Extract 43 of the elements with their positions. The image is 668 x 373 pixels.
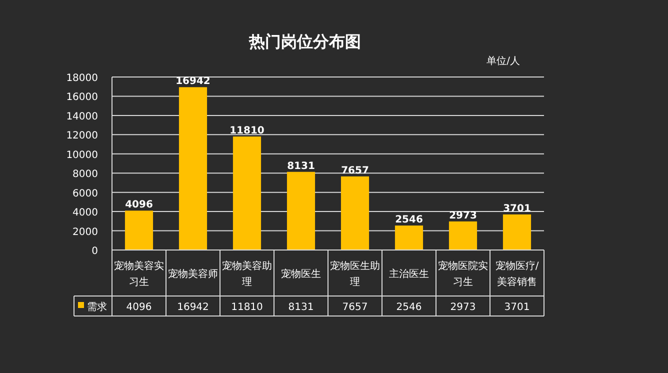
x-tick-label: 宠物医生 (281, 268, 321, 280)
text: 16942 (176, 76, 210, 88)
x-tick-label: 宠物美容师 (168, 268, 218, 280)
x-tick-label: 主治医生 (389, 268, 429, 280)
y-tick-label: 18000 (66, 73, 98, 84)
bar (394, 226, 424, 250)
bar (448, 221, 478, 250)
data-label: 2546 (396, 302, 422, 313)
x-tick-label: 宠物美容实习生 (114, 260, 164, 288)
x-tick-label: 宠物医生助理 (330, 260, 380, 288)
data-label: 16942 (177, 302, 209, 313)
bar (286, 172, 316, 250)
bar (502, 214, 532, 250)
data-label: 7657 (342, 302, 368, 313)
y-tick-label: 4000 (72, 208, 98, 219)
text: 2973 (449, 210, 477, 222)
text: 2546 (395, 214, 423, 226)
y-tick-label: 14000 (66, 111, 98, 122)
text: 单位/人 (486, 55, 520, 67)
data-label: 11810 (231, 302, 263, 313)
data-label: 3701 (504, 302, 530, 313)
y-tick-label: 16000 (66, 92, 98, 104)
text: 4096 (125, 200, 153, 211)
y-tick-label: 2000 (72, 226, 98, 238)
bar (124, 210, 154, 250)
chart-title: 热门岗位分布图 (248, 32, 361, 51)
data-label: 4096 (126, 302, 152, 313)
legend-label: 需求 (87, 301, 107, 313)
y-tick-label: 10000 (66, 150, 98, 161)
bar (340, 176, 370, 250)
y-tick-label: 6000 (72, 188, 98, 200)
y-tick-label: 0 (92, 246, 98, 257)
bar (178, 87, 208, 250)
text: 8131 (287, 160, 315, 172)
x-tick-label: 宠物医院实习生 (438, 260, 488, 288)
data-label: 8131 (288, 302, 314, 313)
x-tick-label: 宠物美容助理 (222, 260, 272, 288)
y-tick-label: 12000 (66, 130, 98, 142)
text: 11810 (230, 125, 264, 136)
bar (232, 136, 262, 250)
y-tick-label: 8000 (72, 169, 98, 180)
x-tick-label: 宠物医疗/美容销售 (495, 260, 540, 288)
data-label: 2973 (450, 302, 476, 313)
